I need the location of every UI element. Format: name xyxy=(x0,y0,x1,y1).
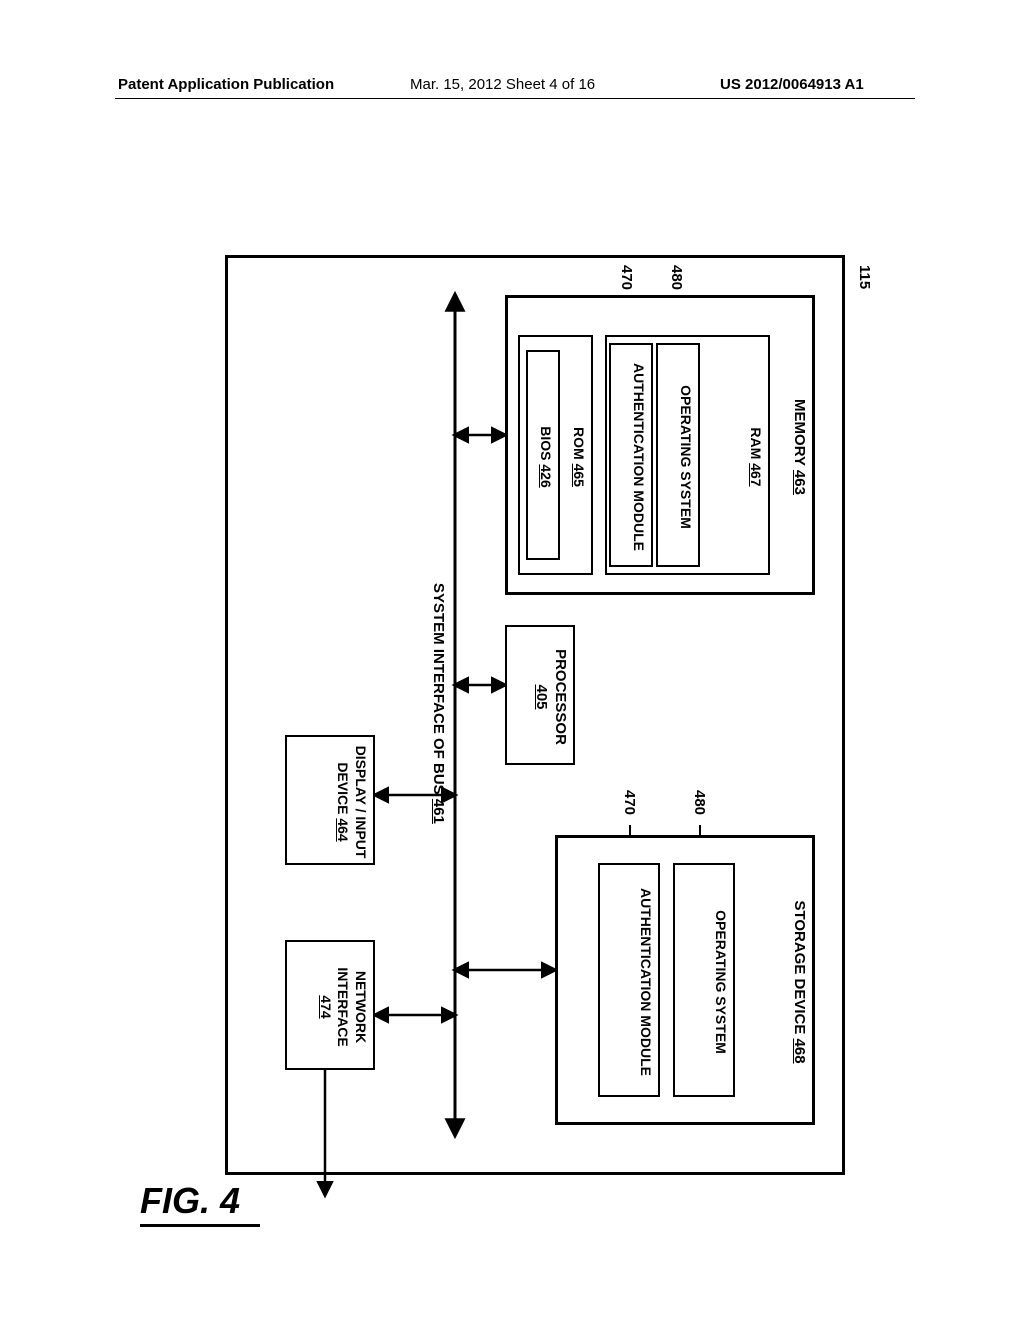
storage-os-ref: 480 xyxy=(691,790,708,815)
header-left: Patent Application Publication xyxy=(118,76,334,93)
os-in-ram: OPERATING SYSTEM xyxy=(656,343,700,567)
display-box: DISPLAY / INPUT DEVICE 464 xyxy=(285,735,375,865)
processor-box: PROCESSOR405 xyxy=(505,625,575,765)
auth-in-ram: AUTHENTICATION MODULE xyxy=(609,343,653,567)
header-right: US 2012/0064913 A1 xyxy=(720,76,864,93)
ram-auth-ref: 470 xyxy=(618,265,635,290)
header-rule xyxy=(115,98,915,99)
auth-in-storage: AUTHENTICATION MODULE xyxy=(598,863,660,1097)
bus-label: SYSTEM INTERFACE OF BUS 461 xyxy=(429,583,447,824)
os-in-storage: OPERATING SYSTEM xyxy=(673,863,735,1097)
figure-label: FIG. 4 xyxy=(140,1180,260,1227)
network-box: NETWORK INTERFACE474 xyxy=(285,940,375,1070)
block-diagram: 115 xyxy=(165,235,885,1195)
storage-auth-ref: 470 xyxy=(621,790,638,815)
ram-os-ref: 480 xyxy=(668,265,685,290)
header-mid: Mar. 15, 2012 Sheet 4 of 16 xyxy=(410,76,595,93)
bios-box: BIOS 426 xyxy=(526,350,560,560)
